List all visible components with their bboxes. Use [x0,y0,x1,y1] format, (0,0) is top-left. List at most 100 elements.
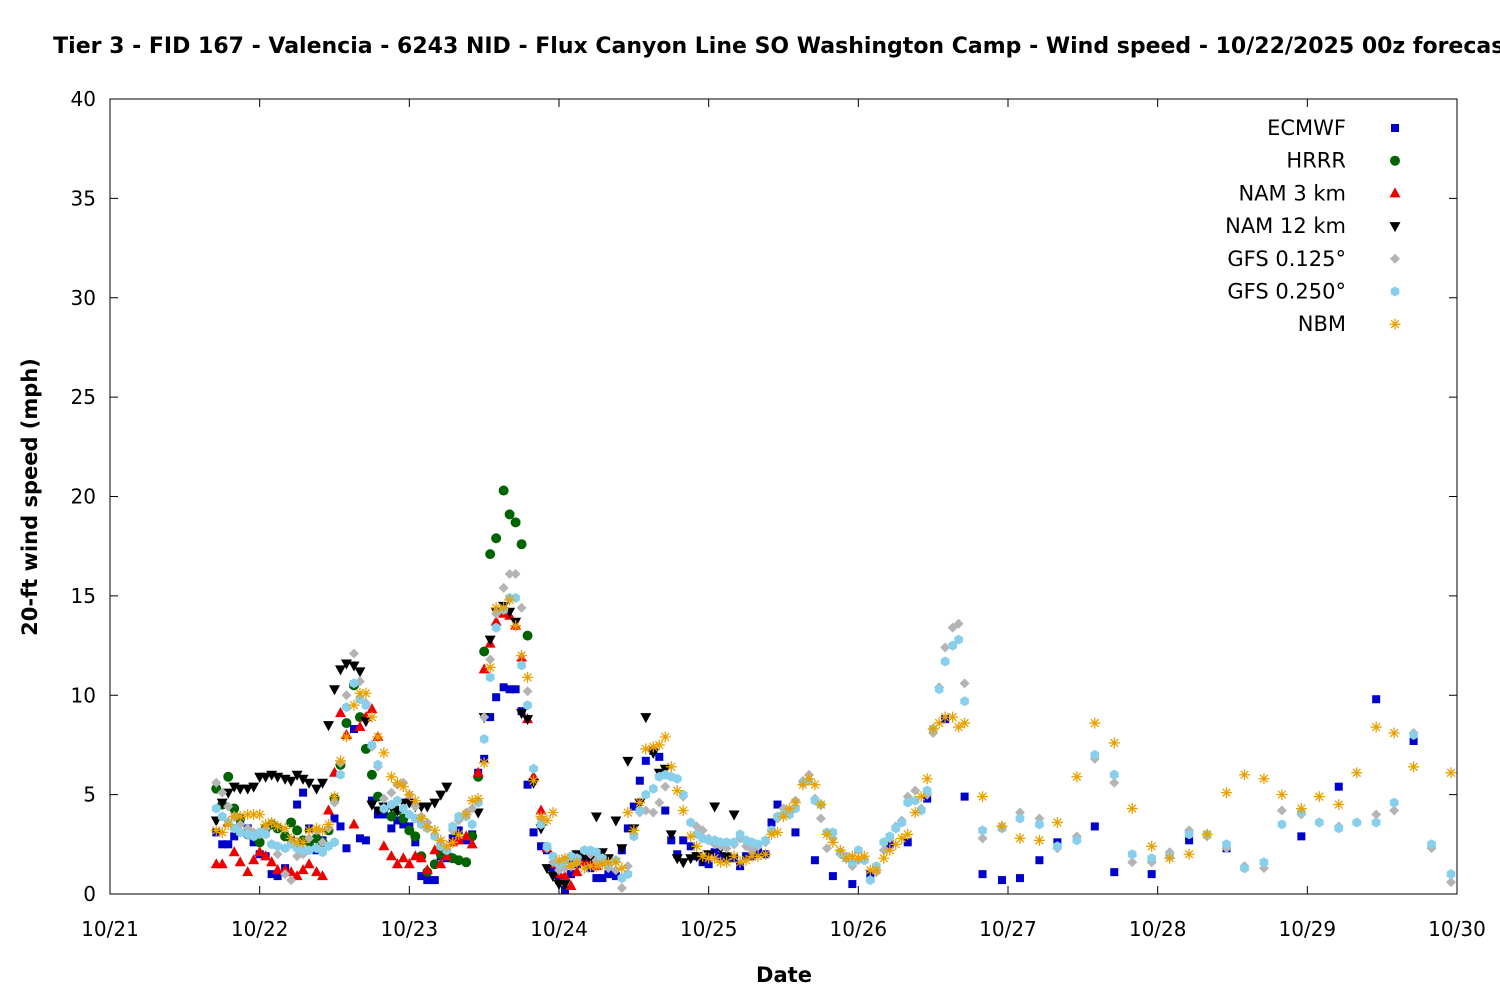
data-point [1033,834,1045,846]
data-point [379,803,389,814]
data-point [348,648,359,659]
data-point [535,810,547,822]
data-point [511,685,520,694]
data-point [218,840,227,849]
data-point [960,792,969,801]
data-point [903,797,913,808]
legend-label: GFS 0.250° [1227,280,1346,304]
data-point [977,791,989,803]
data-point [249,838,258,847]
data-point [648,807,659,818]
data-point [1351,767,1363,779]
data-point [996,820,1008,832]
y-tick-label: 0 [83,882,96,906]
data-point [460,809,472,820]
data-point [541,814,553,826]
data-point [329,791,340,803]
data-point [329,685,340,696]
data-point [672,773,682,784]
data-point [254,837,265,848]
data-point [1071,771,1083,783]
data-point [1238,769,1250,781]
data-point [411,813,420,824]
data-point [441,782,453,793]
data-point [647,748,659,759]
data-point [336,822,345,831]
data-point [399,803,408,814]
data-point [217,811,227,822]
data-point [285,776,297,787]
data-point [959,717,971,729]
data-point [397,781,409,793]
data-point [691,852,703,863]
data-point [934,684,944,695]
data-point [1109,777,1120,788]
x-tick-label: 10/23 [381,917,439,941]
data-point [1051,816,1063,828]
data-point [629,831,639,842]
y-tick-label: 20 [71,485,96,509]
data-point [910,795,920,806]
data-point [1240,863,1249,874]
data-point [678,789,688,800]
data-point [379,810,388,819]
data-point [366,800,378,811]
data-point [953,721,965,733]
data-point [297,836,309,848]
data-point [897,817,907,828]
data-point [318,847,327,858]
data-point [729,837,739,848]
data-point [978,870,987,879]
data-point [291,870,303,881]
data-point [486,713,495,722]
data-point [1089,717,1101,729]
data-point [242,866,254,877]
data-point [773,800,782,809]
data-point [447,836,459,848]
data-point [367,739,377,750]
data-points [210,485,1457,895]
data-point [848,857,857,868]
data-point [885,831,895,842]
data-point [366,711,378,723]
data-point [378,747,390,759]
data-point [598,853,607,864]
data-point [848,880,857,889]
data-point [491,622,501,633]
data-point [864,864,876,876]
data-point [479,646,490,657]
data-point [635,805,645,816]
data-point [671,854,683,865]
data-point [1295,803,1307,815]
data-point [511,592,520,603]
data-point [354,687,366,699]
data-point [977,833,988,844]
data-point [478,757,490,769]
data-point [292,825,303,836]
data-point [517,660,526,671]
data-point [415,852,427,863]
data-point [1408,761,1420,773]
series-gfs-0-125- [211,569,1457,894]
data-point [884,844,896,856]
data-point [485,672,495,683]
data-point [640,743,652,755]
data-point [490,602,502,614]
data-point [387,824,396,833]
data-point [484,661,496,673]
data-point [516,602,527,613]
data-point [391,777,403,789]
legend-marker [1390,253,1400,264]
data-point [628,824,640,836]
data-point [623,824,632,833]
data-point [311,784,323,795]
data-point [565,860,577,872]
y-tick-label: 15 [71,584,96,608]
data-point [1297,832,1306,841]
data-point [516,650,528,661]
data-point [1127,849,1137,860]
data-point [697,850,709,862]
data-point [1389,797,1399,808]
data-point [1446,877,1457,888]
data-point [686,842,695,851]
